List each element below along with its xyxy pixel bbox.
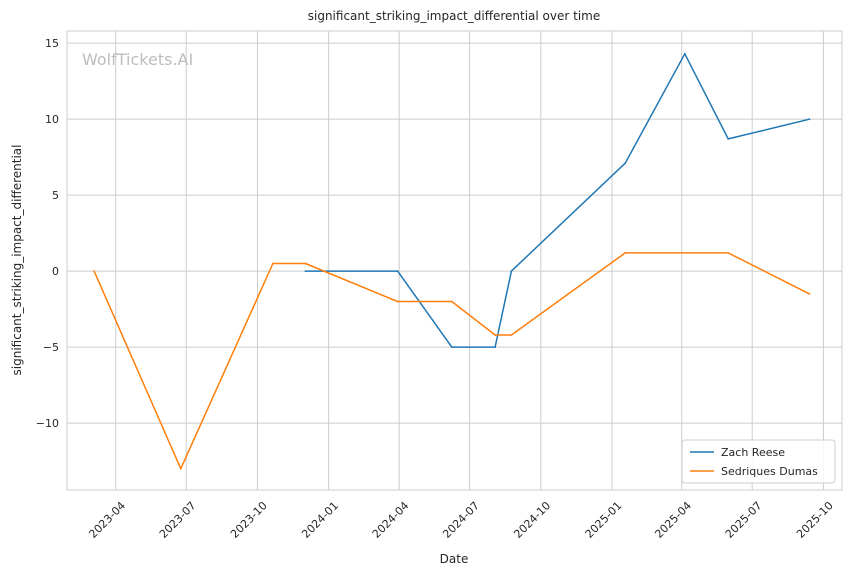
x-tick-label: 2024-04 — [370, 499, 412, 541]
data-point-sedriques-dumas — [272, 262, 274, 265]
data-point-sedriques-dumas — [179, 467, 182, 470]
data-point-zach-reese — [396, 270, 399, 273]
data-point-zach-reese — [510, 270, 513, 273]
y-tick-label: 0 — [52, 265, 59, 278]
y-tick-label: 5 — [52, 189, 59, 202]
x-tick-label: 2023-07 — [157, 499, 199, 541]
x-axis-title: Date — [440, 552, 469, 566]
legend-label-zach-reese: Zach Reese — [721, 446, 785, 459]
data-point-zach-reese — [683, 52, 686, 55]
x-tick-label: 2024-07 — [440, 499, 482, 541]
y-tick-label: −10 — [36, 417, 59, 430]
watermark: WolfTickets.AI — [82, 50, 193, 69]
x-tick-label: 2025-10 — [794, 499, 836, 541]
data-point-zach-reese — [808, 118, 811, 121]
chart-title: significant_striking_impact_differential… — [308, 9, 600, 23]
x-tick-label: 2025-01 — [583, 499, 625, 541]
y-tick-label: −5 — [43, 341, 59, 354]
x-tick-label: 2025-04 — [652, 499, 694, 541]
data-point-zach-reese — [450, 346, 453, 349]
legend-label-sedriques-dumas: Sedriques Dumas — [721, 465, 818, 478]
y-tick-label: 10 — [45, 113, 59, 126]
data-point-sedriques-dumas — [494, 334, 497, 336]
legend: Zach Reese Sedriques Dumas — [681, 439, 836, 484]
x-tick-label: 2024-01 — [299, 499, 341, 541]
data-point-sedriques-dumas — [396, 300, 399, 303]
x-axis-ticks: 2023-04 2023-07 2023-10 2024-01 2024-04 2024-… — [86, 499, 835, 541]
data-point-zach-reese — [624, 162, 627, 165]
data-point-zach-reese — [304, 270, 307, 273]
y-tick-label: 15 — [45, 37, 59, 50]
series-lines — [93, 52, 811, 470]
data-point-sedriques-dumas — [624, 252, 627, 254]
x-tick-label: 2025-07 — [723, 499, 765, 541]
x-tick-label: 2024-10 — [511, 499, 553, 541]
data-point-sedriques-dumas — [450, 300, 453, 303]
data-point-sedriques-dumas — [93, 270, 95, 273]
plot-area — [66, 30, 843, 491]
y-axis-title: significant_striking_impact_differential — [10, 145, 24, 376]
x-tick-label: 2023-04 — [86, 499, 128, 541]
data-point-sedriques-dumas — [304, 262, 307, 265]
data-point-sedriques-dumas — [808, 293, 811, 295]
data-point-zach-reese — [727, 138, 730, 140]
data-point-sedriques-dumas — [510, 334, 513, 336]
y-axis-ticks: −10 −5 0 5 10 15 — [36, 37, 59, 430]
legend-box — [681, 439, 836, 484]
data-point-zach-reese — [494, 346, 497, 349]
data-point-sedriques-dumas — [727, 252, 730, 254]
x-tick-label: 2023-10 — [228, 499, 270, 541]
